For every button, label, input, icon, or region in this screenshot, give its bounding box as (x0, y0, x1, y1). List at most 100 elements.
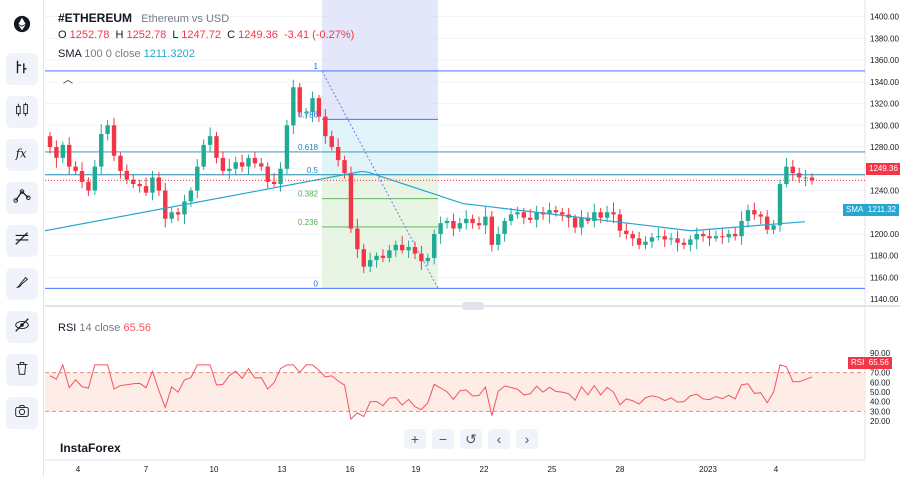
fx-button[interactable]: fx (6, 139, 38, 171)
rsi-tag-value: 65.56 (868, 358, 889, 367)
candle-body (284, 125, 290, 169)
zoom-in-button[interactable]: + (404, 429, 426, 449)
candle-body (124, 170, 130, 180)
candle-body (681, 242, 687, 245)
brush-button[interactable] (6, 268, 38, 300)
candle-body (560, 212, 565, 215)
candle-body (777, 183, 783, 226)
rsi-tick-label: 30.00 (870, 407, 891, 416)
candle-body (297, 87, 302, 113)
candles-button[interactable] (6, 96, 38, 128)
candle-body (700, 234, 706, 237)
reset-button[interactable]: ↺ (460, 429, 482, 449)
trend-line-icon (13, 187, 31, 209)
candle-body (694, 234, 699, 240)
svg-text:fx: fx (15, 147, 27, 161)
low-label: L (172, 29, 179, 41)
candle-body (464, 218, 469, 224)
fib-zone-top (322, 0, 438, 120)
zoom-out-button[interactable]: − (432, 429, 454, 449)
ethereum-logo-button[interactable] (6, 10, 38, 42)
sma-value: 1211.3202 (143, 48, 195, 60)
high-label: H (115, 29, 124, 41)
collapse-legend-button[interactable]: ︿ (60, 70, 76, 86)
candle-body (367, 260, 373, 267)
candle-body (630, 234, 635, 239)
candle-body (73, 166, 78, 171)
candle-body (745, 210, 751, 221)
ohlc-legend: O 1252.78 H 1252.78 L 1247.72 C 1249.36 … (58, 29, 354, 41)
price-tick-label: 1300.00 (870, 121, 899, 130)
candle-body (496, 234, 501, 245)
candle-body (361, 249, 366, 267)
camera-button[interactable] (6, 397, 38, 429)
candle-body (425, 257, 430, 262)
candle-body (675, 238, 680, 243)
candle-body (131, 179, 136, 184)
candle-body (758, 214, 763, 217)
scroll-right-button[interactable]: › (516, 429, 538, 449)
candle-body (528, 217, 533, 220)
time-tick-label: 19 (412, 465, 421, 474)
price-tick-label: 1320.00 (870, 100, 899, 109)
candle-body (592, 212, 597, 221)
rsi-tag-label: RSI (851, 358, 865, 367)
scroll-left-button[interactable]: ‹ (488, 429, 510, 449)
candle-body (150, 177, 155, 193)
candle-body (457, 223, 463, 229)
candles-icon (13, 101, 31, 123)
candle-body (348, 173, 354, 229)
candle-body (713, 236, 719, 239)
candle-body (643, 241, 648, 245)
fib-level-label: 1 (314, 62, 319, 71)
candle-body (60, 144, 66, 158)
fib-button[interactable] (6, 225, 38, 257)
candle-body (291, 87, 296, 126)
sma-tag-label: SMA (846, 205, 864, 214)
sma-params: 100 0 close (84, 48, 141, 60)
trend-line-button[interactable] (6, 182, 38, 214)
candle-body (579, 217, 584, 228)
candle-body (380, 255, 386, 258)
candle-body (598, 212, 603, 218)
fib-level-label: 0 (314, 279, 319, 288)
candle-body (201, 144, 206, 167)
rsi-legend[interactable]: RSI 14 close 65.56 (58, 322, 151, 334)
candle-body (483, 216, 488, 226)
rsi-tick-label: 70.00 (870, 369, 891, 378)
candle-body (732, 234, 738, 237)
candle-body (656, 236, 661, 238)
candle-body (259, 163, 264, 167)
fib-level-label: 0.236 (298, 218, 319, 227)
price-tick-label: 1340.00 (870, 78, 899, 87)
candle-body (246, 157, 251, 167)
price-tick-label: 1280.00 (870, 143, 899, 152)
candle-body (54, 147, 59, 158)
candle-body (438, 223, 443, 234)
trash-button[interactable] (6, 354, 38, 386)
trash-icon (13, 359, 31, 381)
candle-body (688, 239, 693, 245)
candle-body (515, 212, 520, 215)
candle-body (521, 212, 527, 218)
candle-body (310, 98, 315, 113)
fib-level-label: 0.618 (298, 143, 319, 152)
sma-price-tag: SMA 1211.32 (843, 204, 900, 216)
sma-legend[interactable]: SMA 100 0 close 1211.3202 (58, 48, 195, 60)
candle-body (739, 220, 744, 237)
cursor-button[interactable] (6, 53, 38, 85)
close-value: 1249.36 (238, 29, 278, 41)
low-value: 1247.72 (181, 29, 221, 41)
hide-button[interactable] (6, 311, 38, 343)
high-value: 1252.78 (126, 29, 167, 41)
time-tick-label: 28 (616, 465, 625, 474)
fib-level-label: 0.382 (298, 190, 319, 199)
price-tick-label: 1160.00 (870, 273, 899, 282)
fib-icon (13, 230, 31, 252)
rsi-tick-label: 50.00 (870, 388, 891, 397)
candle-body (278, 168, 283, 184)
candle-body (374, 255, 379, 261)
candle-body (233, 162, 238, 169)
time-tick-label: 4 (76, 465, 81, 474)
price-tick-label: 1400.00 (870, 13, 899, 22)
